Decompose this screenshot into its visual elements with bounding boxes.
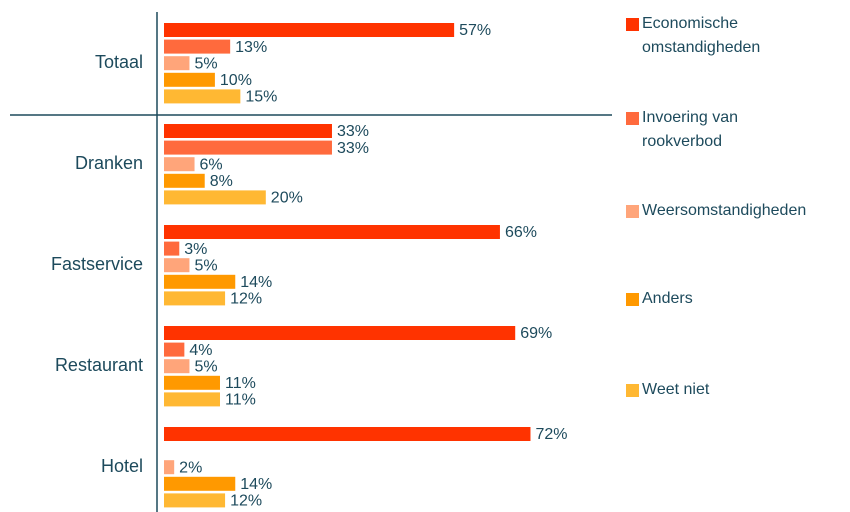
legend-label: Anders [642, 290, 693, 307]
value-label: 33% [337, 140, 369, 157]
bar [164, 124, 332, 138]
value-label: 33% [337, 123, 369, 140]
value-label: 14% [240, 274, 272, 291]
value-label: 12% [230, 291, 262, 308]
legend-swatch [626, 293, 639, 306]
value-label: 57% [459, 22, 491, 39]
category-label: Totaal [95, 52, 143, 72]
value-label: 72% [535, 426, 567, 443]
bar [164, 359, 190, 374]
bar [164, 39, 231, 54]
bar [164, 476, 236, 491]
value-label: 66% [505, 224, 537, 241]
bar [164, 258, 190, 273]
value-label: 20% [271, 190, 303, 207]
value-label: 15% [245, 89, 277, 106]
value-label: 5% [194, 358, 217, 375]
bar [164, 326, 516, 340]
value-label: 14% [240, 476, 272, 493]
category-label: Dranken [75, 153, 143, 173]
bar [164, 56, 190, 71]
legend-label: Weet niet [642, 381, 710, 398]
legend-label: Economische omstandigheden [642, 15, 761, 56]
bar [164, 291, 226, 306]
value-label: 12% [230, 493, 262, 510]
legend-label: Invoering van rookverbod [642, 109, 739, 150]
bar [164, 72, 215, 87]
bar [164, 493, 226, 508]
value-label: 3% [184, 241, 207, 258]
value-label: 69% [520, 325, 552, 342]
bar [164, 241, 180, 256]
bar [164, 173, 205, 188]
legend-swatch [626, 384, 639, 397]
value-label: 10% [220, 72, 252, 89]
legend-label: Weersomstandigheden [642, 202, 807, 219]
value-label: 2% [179, 459, 202, 476]
bar [164, 89, 241, 104]
legend-swatch [626, 112, 639, 125]
category-label: Fastservice [51, 254, 143, 274]
value-label: 13% [235, 39, 267, 56]
category-label: Hotel [101, 456, 143, 476]
bar [164, 190, 266, 205]
category-label: Restaurant [55, 355, 143, 375]
bar [164, 274, 236, 289]
bar [164, 342, 185, 357]
bar [164, 140, 332, 155]
value-label: 5% [194, 55, 217, 72]
bar [164, 225, 500, 239]
value-label: 6% [200, 156, 223, 173]
bar [164, 460, 175, 475]
bar [164, 23, 455, 37]
value-label: 4% [189, 342, 212, 359]
legend-swatch [626, 205, 639, 218]
bar [164, 375, 220, 390]
value-label: 5% [194, 257, 217, 274]
bar [164, 427, 531, 441]
value-label: 11% [225, 375, 256, 392]
bar [164, 157, 195, 172]
value-label: 8% [210, 173, 233, 190]
legend-swatch [626, 18, 639, 31]
value-label: 11% [225, 392, 256, 409]
bar [164, 392, 220, 407]
